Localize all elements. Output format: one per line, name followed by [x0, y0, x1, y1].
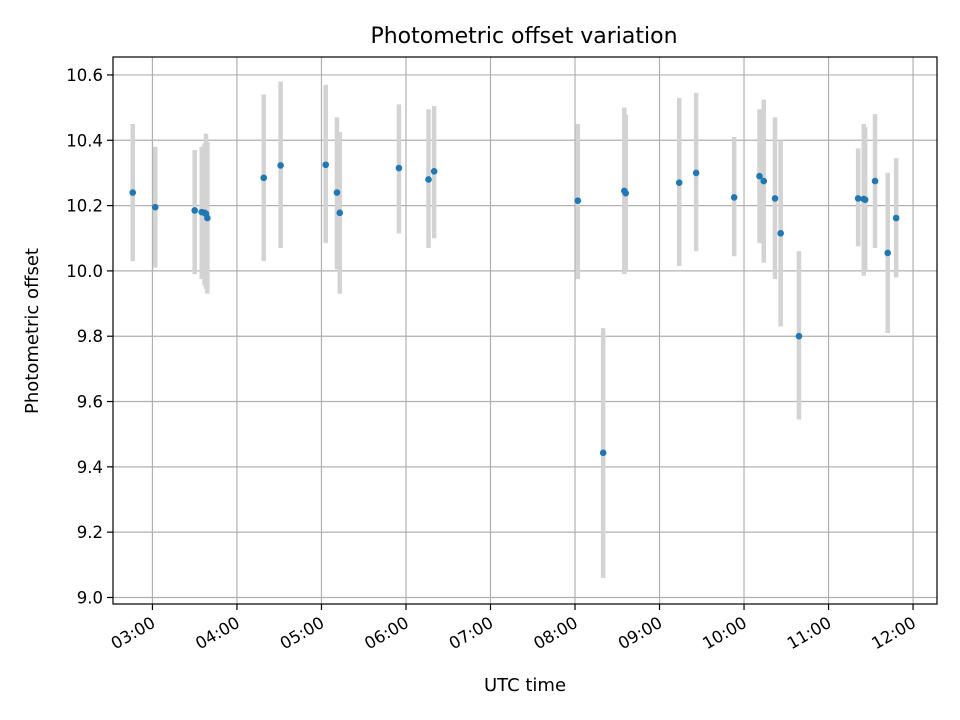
x-tick-label: 04:00 — [192, 613, 243, 653]
x-tick-label: 10:00 — [699, 613, 750, 653]
x-tick-label: 12:00 — [868, 613, 919, 653]
data-point — [730, 194, 738, 201]
grid-lines — [113, 57, 937, 604]
x-tick-label: 03:00 — [108, 613, 159, 653]
y-tick-label: 10.6 — [66, 66, 103, 85]
data-point — [854, 195, 862, 202]
data-point — [204, 214, 211, 222]
data-point — [599, 449, 607, 457]
data-point — [191, 207, 198, 214]
data-point — [622, 189, 630, 197]
chart-title: Photometric offset variation — [370, 24, 677, 49]
y-tick-label: 9.4 — [77, 458, 103, 477]
error-bars — [130, 81, 899, 578]
plot-area-frame — [112, 56, 938, 605]
data-point — [884, 249, 892, 257]
data-points — [129, 161, 900, 457]
y-tick-label: 10.0 — [66, 262, 103, 281]
x-tick-label: 05:00 — [277, 613, 328, 653]
data-point — [430, 167, 438, 175]
y-tick-label: 9.0 — [77, 588, 103, 607]
y-tick-label: 9.6 — [77, 393, 103, 412]
data-point — [692, 169, 700, 177]
data-point — [336, 209, 344, 217]
data-point — [892, 214, 900, 222]
data-point — [795, 332, 803, 340]
y-axis-ticks: 9.0 9.2 9.4 9.6 9.8 10.0 10.2 10.4 10.6 — [66, 66, 113, 607]
data-point — [771, 195, 779, 202]
data-point — [277, 162, 284, 169]
y-tick-label: 10.2 — [66, 197, 103, 216]
y-tick-label: 10.4 — [66, 131, 103, 150]
x-tick-label: 11:00 — [784, 613, 835, 653]
data-point — [333, 189, 341, 196]
data-point — [871, 177, 879, 185]
data-point — [756, 172, 763, 180]
y-tick-label: 9.8 — [77, 327, 103, 346]
x-tick-label: 07:00 — [446, 613, 497, 653]
data-point — [675, 179, 683, 187]
x-axis-ticks: 03:00 04:00 05:00 06:00 07:00 08:00 09:00 10:00… — [108, 604, 919, 653]
x-tick-label: 08:00 — [530, 613, 581, 653]
y-tick-label: 9.2 — [77, 523, 103, 542]
data-point — [425, 176, 432, 183]
data-point — [861, 196, 869, 204]
data-point — [574, 197, 582, 204]
data-point — [129, 189, 137, 196]
data-point — [151, 203, 159, 211]
data-point — [322, 161, 329, 169]
data-point — [760, 177, 768, 185]
data-point — [395, 164, 403, 172]
y-axis-label: Photometric offset — [22, 248, 43, 414]
data-point — [777, 230, 784, 237]
x-tick-label: 09:00 — [615, 613, 666, 653]
data-point — [260, 174, 268, 182]
x-tick-label: 06:00 — [361, 613, 412, 653]
x-axis-label: UTC time — [484, 675, 566, 696]
